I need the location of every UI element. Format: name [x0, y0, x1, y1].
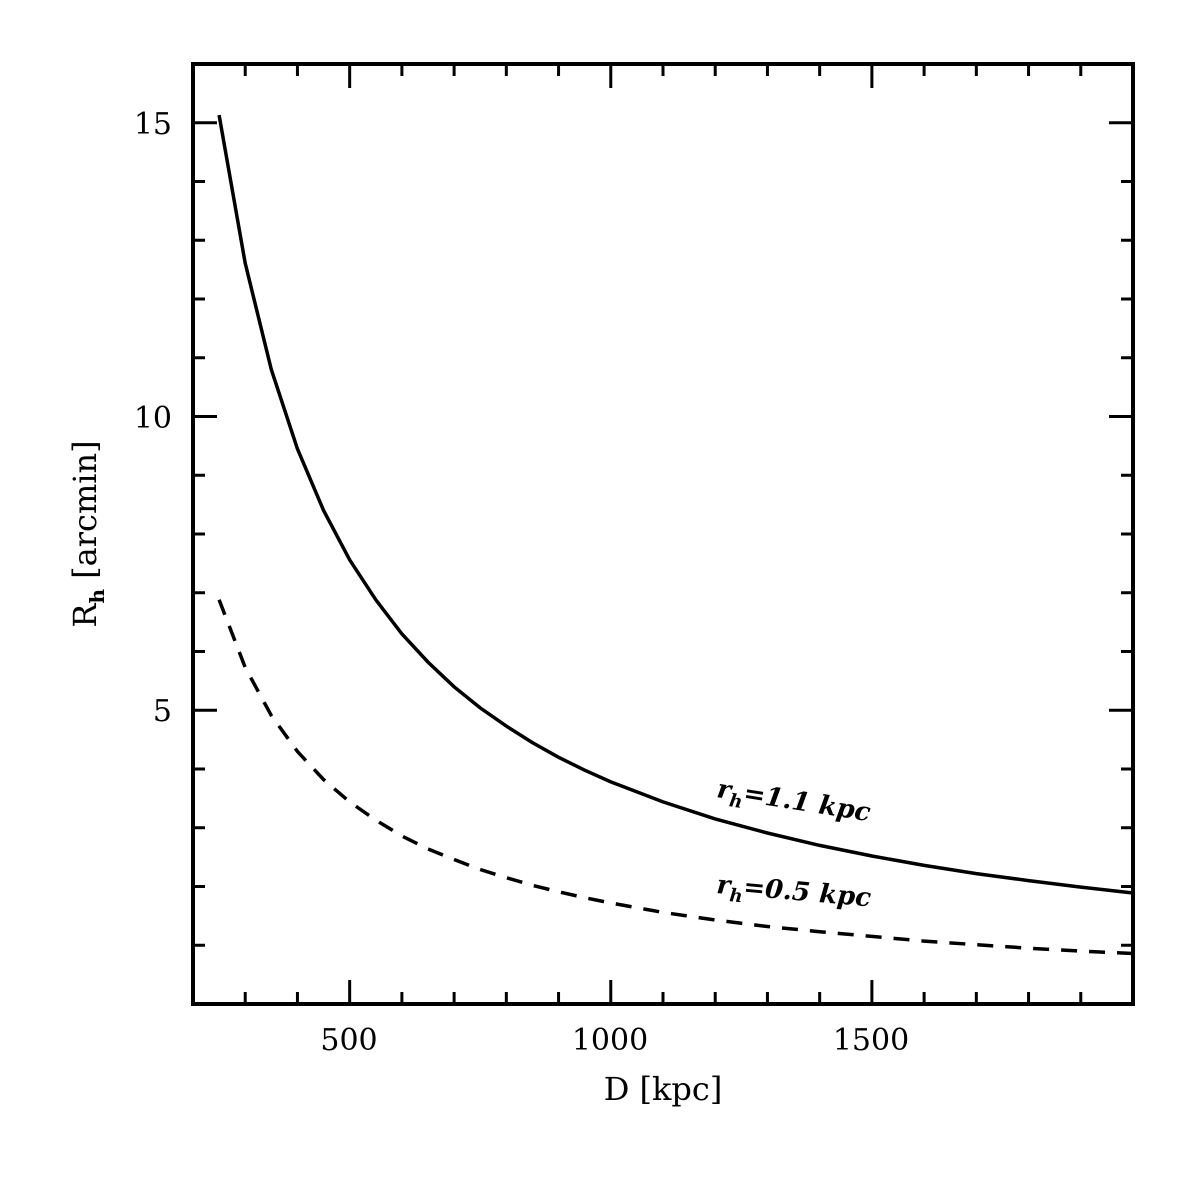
curve-rh-0.5 [217, 599, 1134, 956]
annotation-value: =0.5 kpc [742, 872, 872, 913]
x-tick-labels: 500 1000 1500 [320, 1023, 909, 1058]
x-tick-label-500: 500 [320, 1023, 377, 1058]
annotation-sub: h [728, 790, 744, 813]
y-axis-label-main: R [66, 603, 104, 628]
data-series [217, 114, 1134, 956]
y-axis-label-sub: h [85, 589, 109, 604]
x-axis-label: D [kpc] [604, 1070, 723, 1108]
annotation-value: =1.1 kpc [741, 778, 872, 828]
y-tick-label-15: 15 [134, 107, 172, 142]
curve-rh-1.1 [217, 114, 1134, 895]
annotation-rh-0.5: rh=0.5 kpc [715, 870, 873, 918]
x-tick-label-1500: 1500 [833, 1023, 909, 1058]
x-tick-label-1000: 1000 [572, 1023, 648, 1058]
y-tick-labels: 5 10 15 [134, 107, 172, 729]
annotation-r: r [715, 870, 734, 901]
y-axis-label: Rh [arcmin] [66, 440, 109, 627]
y-tick-label-5: 5 [153, 694, 172, 729]
annotation-sub: h [729, 885, 744, 907]
y-axis-label-rest: [arcmin] [66, 440, 104, 589]
y-tick-label-10: 10 [134, 401, 172, 436]
axis-ticks [193, 64, 1133, 1004]
plot-frame [191, 62, 1135, 1006]
